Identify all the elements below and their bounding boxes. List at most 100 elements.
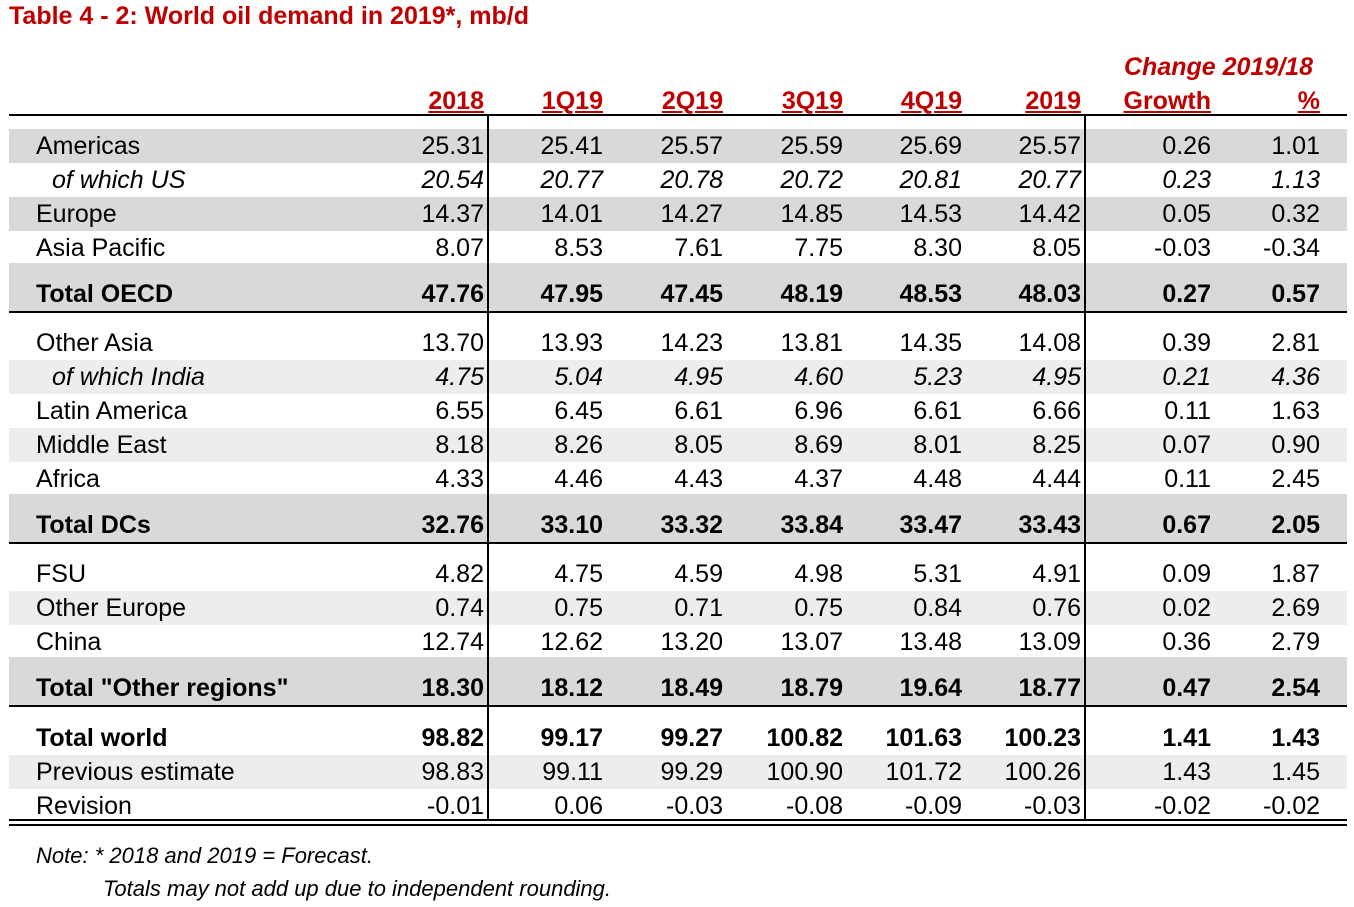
table-cell: 33.43 (1018, 511, 1081, 539)
table-cell: 19.64 (899, 674, 962, 702)
table-cell: 0.23 (1162, 166, 1211, 194)
row-asia-pacific: Asia Pacific 8.07 8.53 7.61 7.75 8.30 8.05 -0.0… (9, 231, 1347, 265)
note-forecast: Note: * 2018 and 2019 = Forecast. (36, 843, 373, 868)
table-cell: 20.81 (899, 166, 962, 194)
row-label: Africa (36, 465, 100, 493)
table-cell: 20.77 (540, 166, 603, 194)
row-label: Total "Other regions" (36, 674, 289, 702)
row-label: Americas (36, 132, 141, 160)
row-label: Latin America (36, 397, 188, 425)
row-of-which-us: of which US 20.54 20.77 20.78 20.72 20.81 20.7… (9, 163, 1347, 197)
table-cell: 1.87 (1271, 560, 1320, 588)
table-cell: 13.48 (899, 628, 962, 656)
table-cell: -0.02 (1154, 792, 1211, 820)
divider-after-2018 (487, 116, 489, 819)
table-cell: 6.45 (554, 397, 603, 425)
row-previous-estimate: Previous estimate 98.83 99.11 99.29 100.90 10… (9, 755, 1347, 789)
table-cell: 4.44 (1032, 465, 1081, 493)
table-cell: 1.63 (1271, 397, 1320, 425)
table-cell: 47.45 (660, 280, 723, 308)
table-cell: 4.75 (435, 363, 484, 391)
table-cell: 20.78 (660, 166, 723, 194)
row-label: Total OECD (36, 280, 174, 308)
table-cell: 18.79 (780, 674, 843, 702)
table-cell: 4.75 (554, 560, 603, 588)
table-cell: 14.53 (899, 200, 962, 228)
table-cell: -0.03 (1154, 234, 1211, 262)
table-cell: 1.45 (1271, 758, 1320, 786)
table-cell: 99.17 (540, 724, 603, 752)
row-label: Middle East (36, 431, 167, 459)
table-cell: 99.29 (660, 758, 723, 786)
table-cell: 14.01 (540, 200, 603, 228)
bottom-rule-1 (9, 819, 1347, 821)
table-cell: 4.60 (794, 363, 843, 391)
table-cell: 13.81 (780, 329, 843, 357)
col-header-4q19: 4Q19 (900, 87, 962, 115)
row-china: China 12.74 12.62 13.20 13.07 13.48 13.09 0.36 2… (9, 625, 1347, 659)
table-cell: 2.69 (1271, 594, 1320, 622)
table-cell: 4.91 (1032, 560, 1081, 588)
table-cell: 25.59 (780, 132, 843, 160)
table-cell: 101.63 (885, 724, 962, 752)
table-cell: 7.61 (674, 234, 723, 262)
table-cell: -0.09 (905, 792, 962, 820)
table-cell: 5.04 (554, 363, 603, 391)
table-cell: 8.01 (913, 431, 962, 459)
table-cell: 48.03 (1018, 280, 1081, 308)
table-cell: 14.42 (1018, 200, 1081, 228)
table-cell: 13.09 (1018, 628, 1081, 656)
row-of-which-india: of which India 4.75 5.04 4.95 4.60 5.23 4.95 0.… (9, 360, 1347, 394)
table-cell: 13.20 (660, 628, 723, 656)
table-cell: 0.02 (1162, 594, 1211, 622)
table-cell: 14.23 (660, 329, 723, 357)
col-header-3q19: 3Q19 (781, 87, 843, 115)
table-cell: 6.55 (435, 397, 484, 425)
table-cell: -0.34 (1263, 234, 1320, 262)
table-cell: 0.47 (1162, 674, 1211, 702)
table-cell: 8.26 (554, 431, 603, 459)
row-label: Europe (36, 200, 117, 228)
table-cell: 2.81 (1271, 329, 1320, 357)
table-cell: 12.74 (421, 628, 484, 656)
table-cell: 4.95 (1032, 363, 1081, 391)
row-africa: Africa 4.33 4.46 4.43 4.37 4.48 4.44 0.11 2.45 (9, 462, 1347, 496)
col-header-1q19: 1Q19 (541, 87, 603, 115)
table-cell: -0.01 (427, 792, 484, 820)
row-total-oecd: Total OECD 47.76 47.95 47.45 48.19 48.53 48.03… (9, 263, 1347, 311)
table-cell: 8.53 (554, 234, 603, 262)
table-cell: 33.32 (660, 511, 723, 539)
table-cell: 98.82 (421, 724, 484, 752)
table-cell: -0.02 (1263, 792, 1320, 820)
rule-after-other-regions (9, 705, 1347, 707)
row-label: China (36, 628, 102, 656)
table-cell: -0.08 (786, 792, 843, 820)
table-cell: 0.75 (794, 594, 843, 622)
change-group-header: Change 2019/18 (1124, 53, 1313, 81)
table-cell: 0.84 (913, 594, 962, 622)
row-label: Other Europe (36, 594, 187, 622)
row-label: FSU (36, 560, 86, 588)
col-header-2019: 2019 (1025, 87, 1081, 115)
table-cell: 0.32 (1271, 200, 1320, 228)
row-europe: Europe 14.37 14.01 14.27 14.85 14.53 14.42 0.05… (9, 197, 1347, 231)
row-label: Revision (36, 792, 132, 820)
table-cell: 14.35 (899, 329, 962, 357)
table-cell: 0.74 (435, 594, 484, 622)
table-cell: 6.96 (794, 397, 843, 425)
table-cell: 33.84 (780, 511, 843, 539)
row-middle-east: Middle East 8.18 8.26 8.05 8.69 8.01 8.25 0.07 0… (9, 428, 1347, 462)
table-cell: 100.26 (1004, 758, 1081, 786)
rule-after-dcs (9, 542, 1347, 544)
table-cell: 8.69 (794, 431, 843, 459)
table-cell: 20.72 (780, 166, 843, 194)
table-cell: 99.27 (660, 724, 723, 752)
table-cell: 14.08 (1018, 329, 1081, 357)
row-total-world: Total world 98.82 99.17 99.27 100.82 101.63 10… (9, 721, 1347, 755)
row-label: Other Asia (36, 329, 153, 357)
table-cell: 5.23 (913, 363, 962, 391)
table-cell: 0.75 (554, 594, 603, 622)
table-cell: 12.62 (540, 628, 603, 656)
table-cell: 4.36 (1271, 363, 1320, 391)
table-cell: 25.41 (540, 132, 603, 160)
